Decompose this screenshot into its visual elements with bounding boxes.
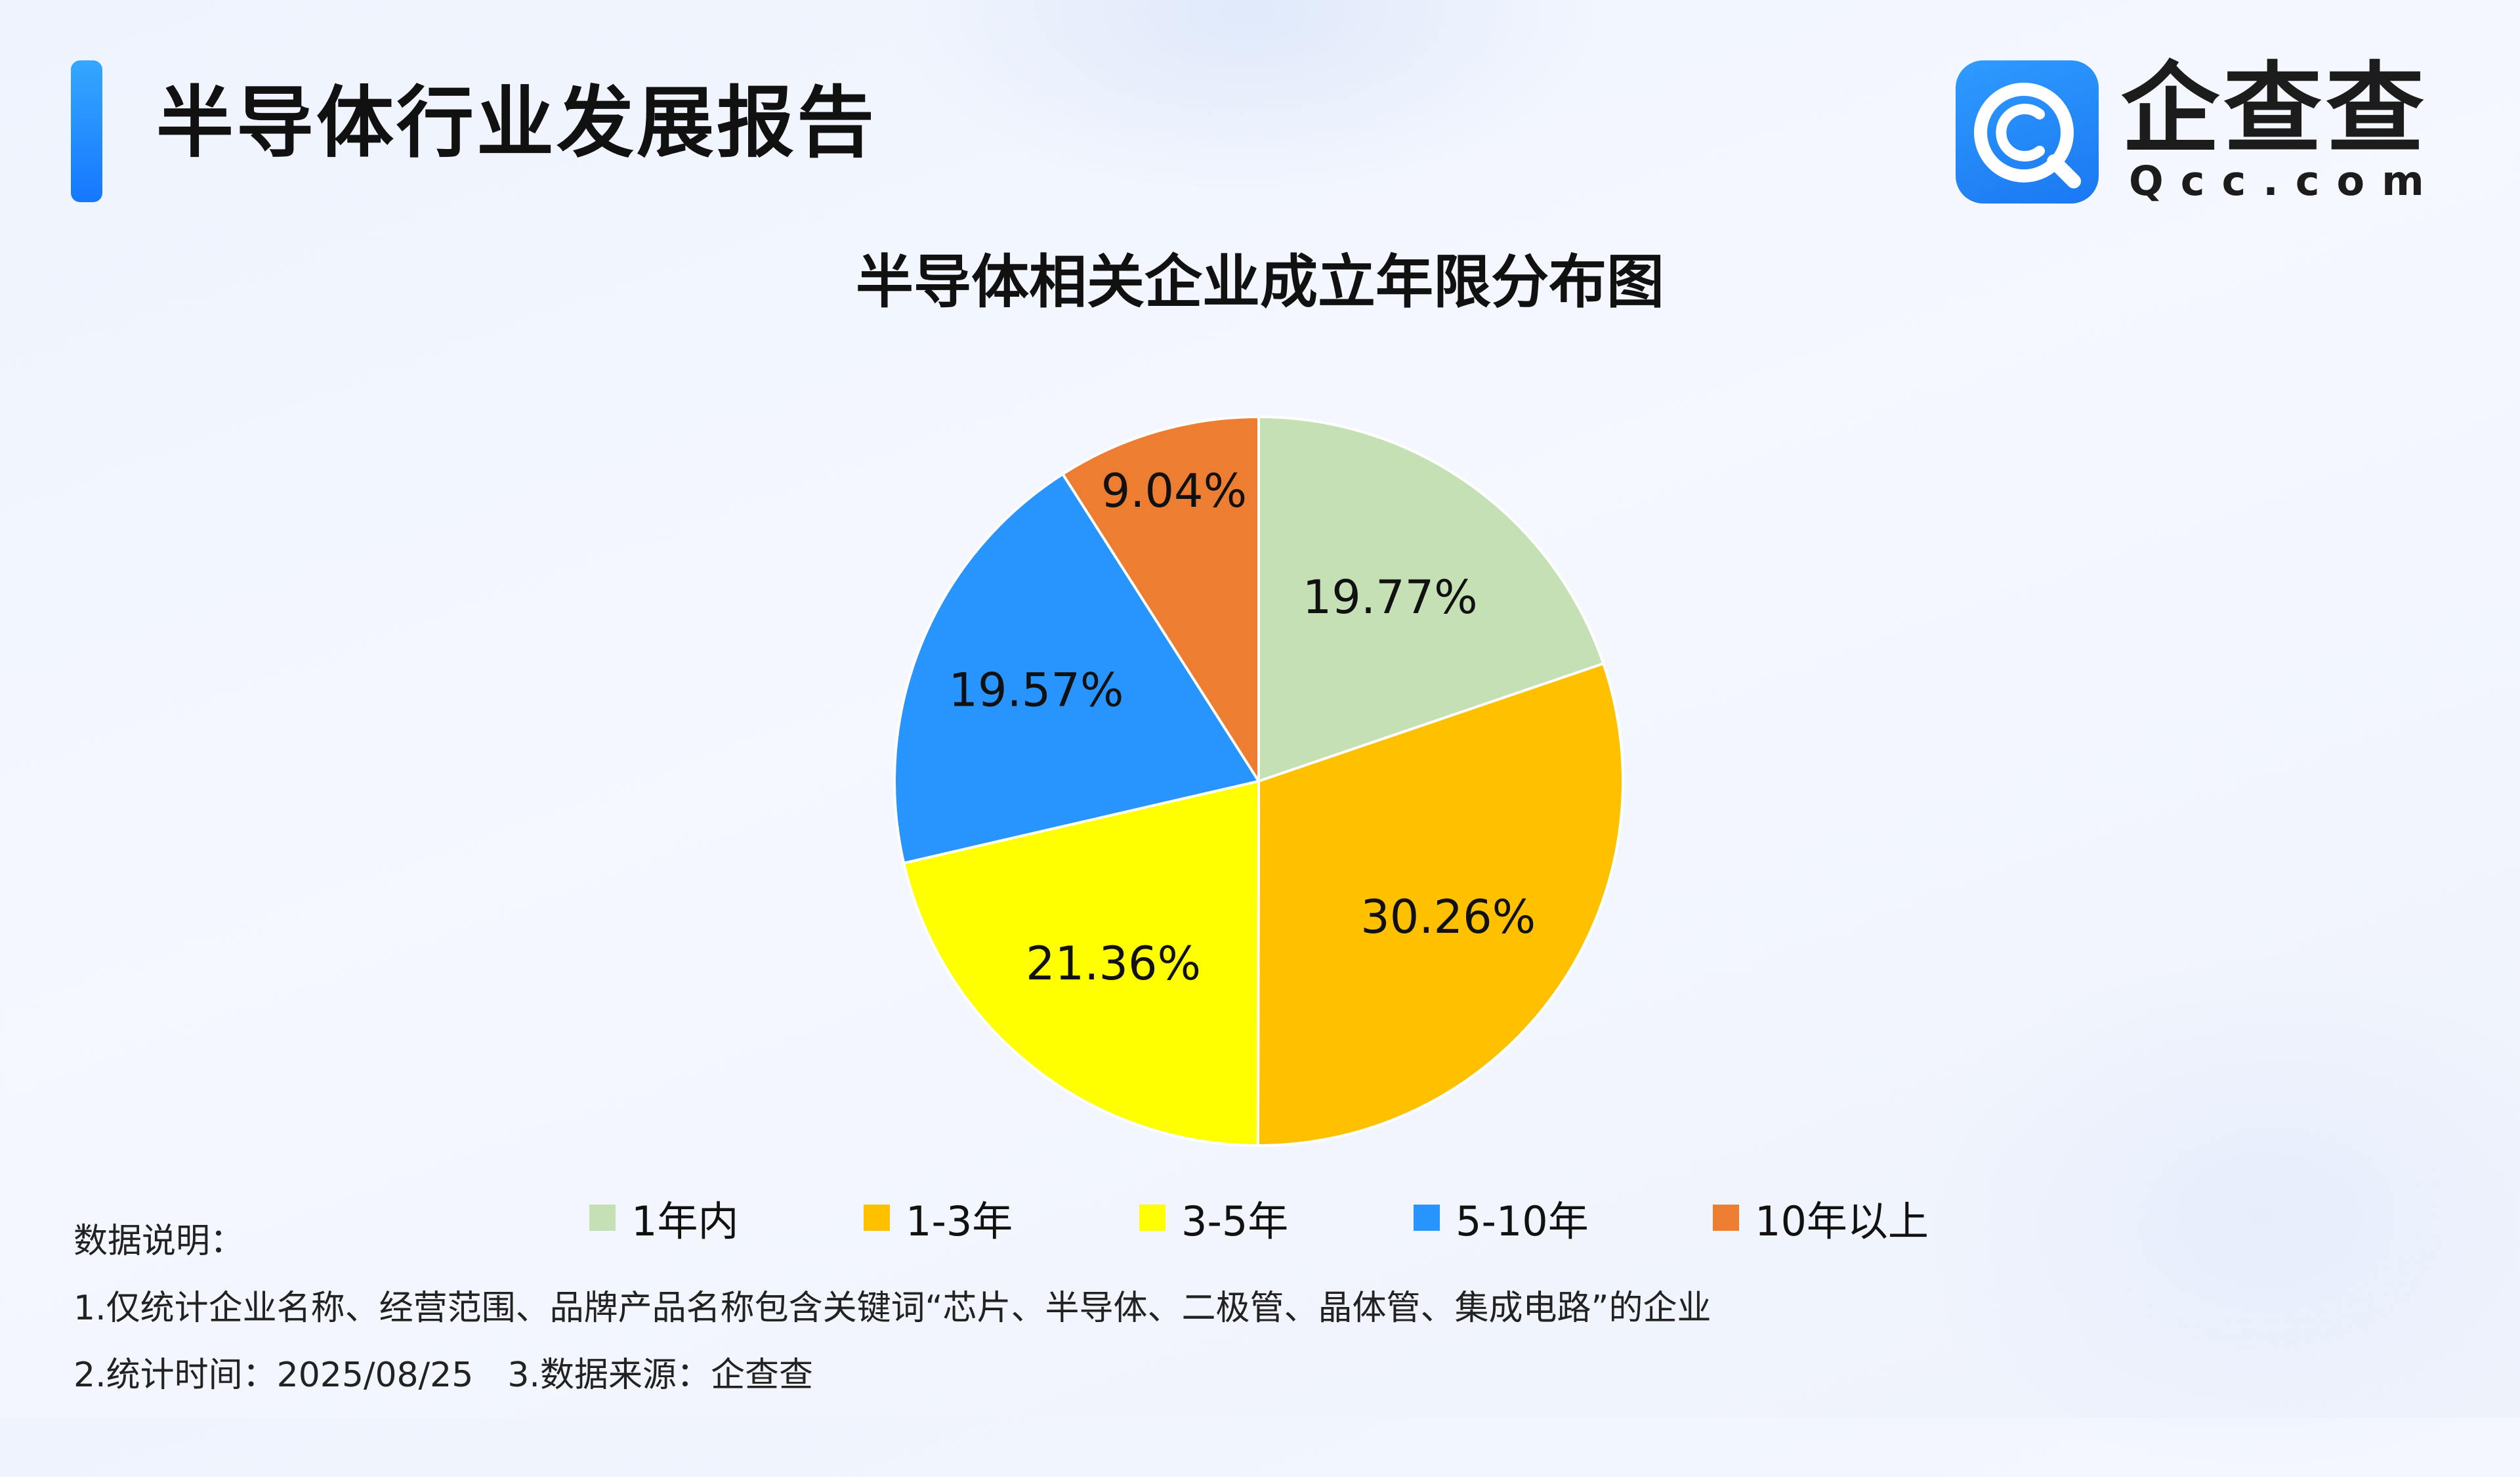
notes-line-1: 1.仅统计企业名称、经营范围、品牌产品名称包含关键词“芯片、半导体、二极管、晶体… [74, 1289, 1712, 1328]
chart-legend: 1年内 1-3年 3-5年 5-10年 10年以上 [0, 1182, 2520, 1254]
data-notes: 数据说明： 1.仅统计企业名称、经营范围、品牌产品名称包含关键词“芯片、半导体、… [74, 1208, 1712, 1409]
pie-data-label: 9.04% [1101, 464, 1247, 518]
pie-chart: 19.77% 30.26% 21.36% 19.57% 9.04% [893, 415, 1624, 1147]
legend-item: 5-10年 [1414, 1182, 1589, 1254]
legend-swatch [1139, 1205, 1166, 1231]
pie-slice [902, 779, 1261, 1147]
legend-label: 3-5年 [1181, 1197, 1289, 1245]
pie-slice [1257, 415, 1605, 783]
qcc-logo-icon [1956, 60, 2099, 203]
legend-label: 5-10年 [1456, 1197, 1589, 1245]
chart-title: 半导体相关企业成立年限分布图 [855, 248, 1664, 316]
legend-item: 10年以上 [1713, 1182, 1929, 1254]
background-glow-secondary [1903, 952, 2520, 1477]
notes-line-2: 2.统计时间：2025/08/25 3.数据来源：企查查 [74, 1356, 813, 1395]
legend-swatch [864, 1205, 890, 1231]
legend-swatch [1713, 1205, 1739, 1231]
legend-swatch [589, 1205, 616, 1231]
legend-label: 10年以上 [1755, 1197, 1929, 1245]
pie-slice [1256, 662, 1624, 1147]
logo-domain: Qcc.com [2129, 157, 2441, 205]
pie-slice [893, 472, 1261, 865]
legend-label: 1-3年 [906, 1197, 1013, 1245]
title-accent-bar [71, 60, 102, 202]
pie-data-label: 30.26% [1360, 890, 1536, 944]
notes-heading: 数据说明： [74, 1222, 245, 1261]
legend-label: 1年内 [631, 1197, 739, 1245]
legend-item: 1-3年 [864, 1182, 1013, 1254]
pie-data-label: 21.36% [1026, 937, 1201, 991]
legend-swatch [1414, 1205, 1440, 1231]
legend-item: 1年内 [589, 1182, 738, 1254]
logo-name: 企查查 [2121, 53, 2429, 167]
pie-data-label: 19.57% [948, 663, 1124, 717]
legend-item: 3-5年 [1139, 1182, 1288, 1254]
report-title: 半导体行业发展报告 [156, 77, 877, 168]
pie-data-label: 19.77% [1303, 570, 1478, 624]
pie-slice [1060, 415, 1260, 786]
